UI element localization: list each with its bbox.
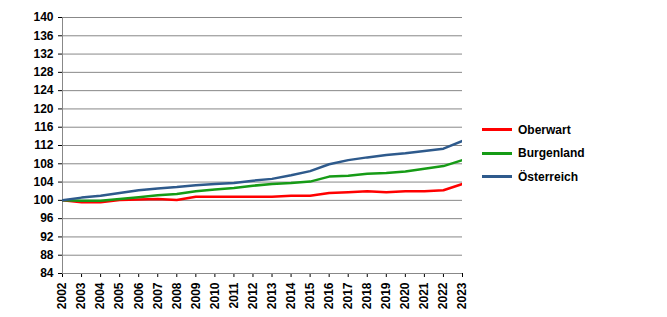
svg-text:2021: 2021 bbox=[417, 282, 431, 309]
svg-text:2004: 2004 bbox=[93, 282, 107, 309]
svg-text:128: 128 bbox=[33, 65, 53, 79]
svg-text:2006: 2006 bbox=[132, 282, 146, 309]
svg-text:88: 88 bbox=[40, 248, 54, 262]
svg-text:2012: 2012 bbox=[246, 282, 260, 309]
html-text:Österreich: Österreich bbox=[518, 169, 578, 184]
svg-text:2011: 2011 bbox=[227, 282, 241, 308]
svg-text:2010: 2010 bbox=[208, 282, 222, 309]
svg-text:2015: 2015 bbox=[303, 282, 317, 309]
svg-text:2022: 2022 bbox=[436, 282, 450, 309]
svg-text:104: 104 bbox=[33, 175, 53, 189]
svg-text:2008: 2008 bbox=[170, 282, 184, 309]
svg-text:2020: 2020 bbox=[398, 282, 412, 309]
svg-text:84: 84 bbox=[40, 266, 54, 280]
svg-text:2023: 2023 bbox=[455, 282, 469, 309]
svg-text:92: 92 bbox=[40, 230, 54, 244]
svg-text:108: 108 bbox=[33, 157, 53, 171]
svg-text:2018: 2018 bbox=[360, 282, 374, 309]
html-text:Burgenland: Burgenland bbox=[518, 146, 585, 161]
svg-text:140: 140 bbox=[33, 10, 53, 24]
svg-text:2019: 2019 bbox=[379, 282, 393, 309]
svg-text:2002: 2002 bbox=[55, 282, 69, 309]
svg-text:96: 96 bbox=[40, 211, 54, 225]
svg-text:2014: 2014 bbox=[284, 282, 298, 309]
svg-text:2003: 2003 bbox=[74, 282, 88, 309]
svg-text:2016: 2016 bbox=[322, 282, 336, 309]
svg-text:2017: 2017 bbox=[341, 282, 355, 309]
svg-text:2005: 2005 bbox=[112, 282, 126, 309]
svg-text:2009: 2009 bbox=[189, 282, 203, 309]
svg-text:132: 132 bbox=[33, 47, 53, 61]
html-text:Oberwart: Oberwart bbox=[518, 122, 571, 137]
svg-text:2007: 2007 bbox=[151, 282, 165, 309]
svg-text:136: 136 bbox=[33, 29, 53, 43]
svg-text:116: 116 bbox=[34, 120, 54, 134]
svg-text:120: 120 bbox=[33, 102, 53, 116]
svg-text:124: 124 bbox=[33, 83, 53, 97]
svg-text:112: 112 bbox=[34, 138, 54, 152]
svg-text:2013: 2013 bbox=[265, 282, 279, 309]
svg-text:100: 100 bbox=[33, 193, 53, 207]
